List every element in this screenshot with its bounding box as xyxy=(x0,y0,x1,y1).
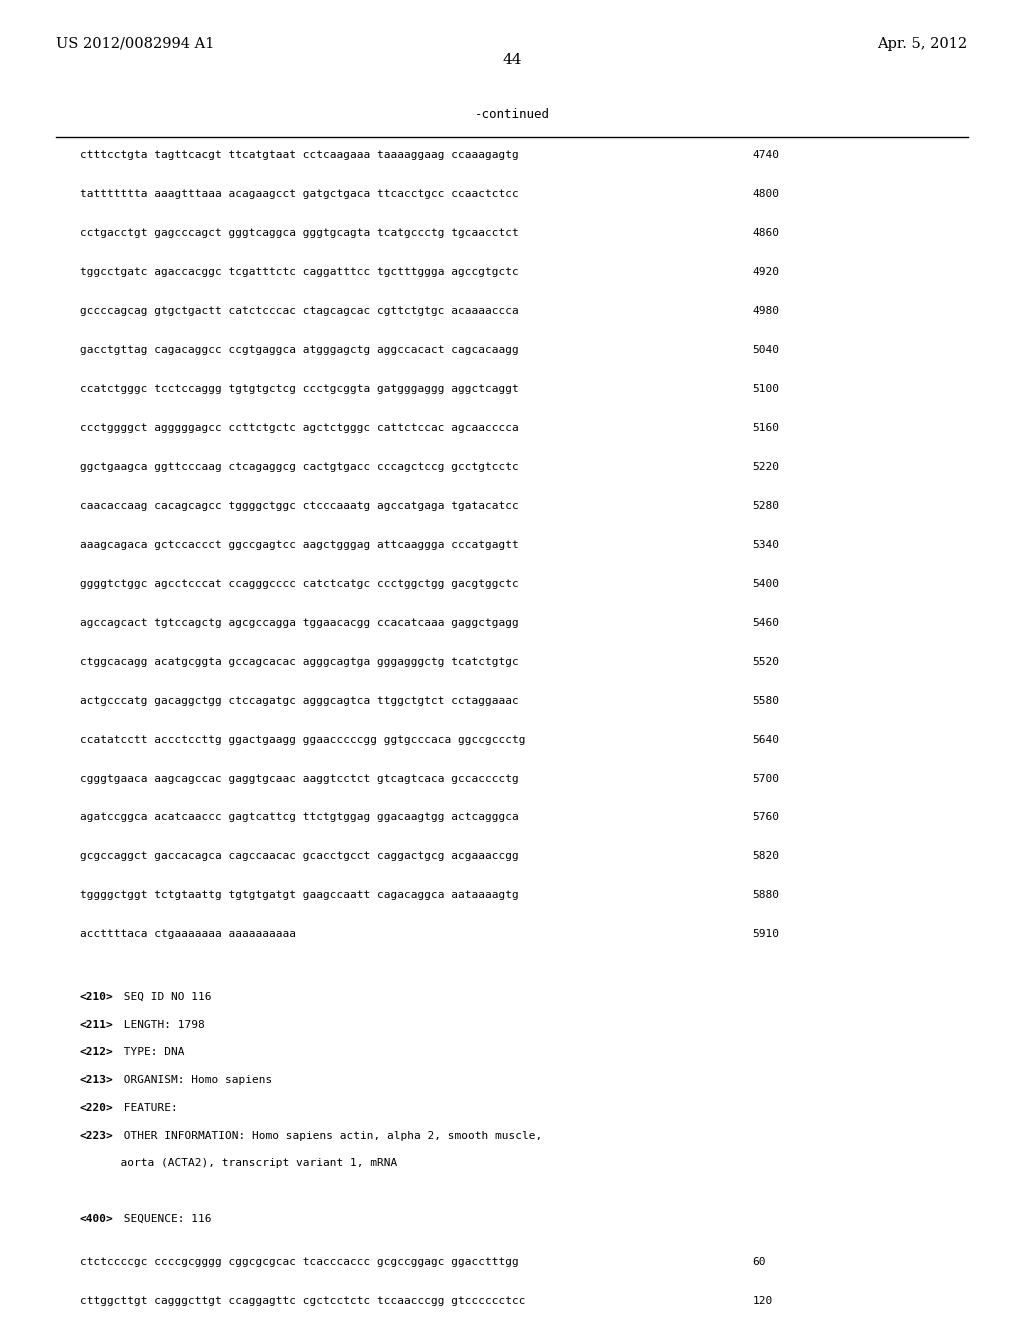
Text: <213>: <213> xyxy=(80,1074,114,1085)
Text: 5460: 5460 xyxy=(753,618,779,628)
Text: cctgacctgt gagcccagct gggtcaggca gggtgcagta tcatgccctg tgcaacctct: cctgacctgt gagcccagct gggtcaggca gggtgca… xyxy=(80,228,518,239)
Text: actgcccatg gacaggctgg ctccagatgc agggcagtca ttggctgtct cctaggaaac: actgcccatg gacaggctgg ctccagatgc agggcag… xyxy=(80,696,518,706)
Text: agccagcact tgtccagctg agcgccagga tggaacacgg ccacatcaaa gaggctgagg: agccagcact tgtccagctg agcgccagga tggaaca… xyxy=(80,618,518,628)
Text: OTHER INFORMATION: Homo sapiens actin, alpha 2, smooth muscle,: OTHER INFORMATION: Homo sapiens actin, a… xyxy=(117,1130,542,1140)
Text: agatccggca acatcaaccc gagtcattcg ttctgtggag ggacaagtgg actcagggca: agatccggca acatcaaccc gagtcattcg ttctgtg… xyxy=(80,812,518,822)
Text: 4740: 4740 xyxy=(753,150,779,161)
Text: ccatctgggc tcctccaggg tgtgtgctcg ccctgcggta gatgggaggg aggctcaggt: ccatctgggc tcctccaggg tgtgtgctcg ccctgcg… xyxy=(80,384,518,395)
Text: 5880: 5880 xyxy=(753,890,779,900)
Text: 5760: 5760 xyxy=(753,812,779,822)
Text: SEQUENCE: 116: SEQUENCE: 116 xyxy=(117,1214,211,1224)
Text: -continued: -continued xyxy=(474,108,550,121)
Text: cttggcttgt cagggcttgt ccaggagttc cgctcctctc tccaacccgg gtcccccctcc: cttggcttgt cagggcttgt ccaggagttc cgctcct… xyxy=(80,1296,525,1307)
Text: 5160: 5160 xyxy=(753,422,779,433)
Text: aaagcagaca gctccaccct ggccgagtcc aagctgggag attcaaggga cccatgagtt: aaagcagaca gctccaccct ggccgagtcc aagctgg… xyxy=(80,540,518,550)
Text: 5100: 5100 xyxy=(753,384,779,395)
Text: tggggctggt tctgtaattg tgtgtgatgt gaagccaatt cagacaggca aataaaagtg: tggggctggt tctgtaattg tgtgtgatgt gaagcca… xyxy=(80,890,518,900)
Text: ggctgaagca ggttcccaag ctcagaggcg cactgtgacc cccagctccg gcctgtcctc: ggctgaagca ggttcccaag ctcagaggcg cactgtg… xyxy=(80,462,518,473)
Text: accttttaca ctgaaaaaaa aaaaaaaaaa: accttttaca ctgaaaaaaa aaaaaaaaaa xyxy=(80,929,296,940)
Text: ctctccccgc ccccgcgggg cggcgcgcac tcacccaccc gcgccggagc ggacctttgg: ctctccccgc ccccgcgggg cggcgcgcac tcaccca… xyxy=(80,1257,518,1267)
Text: 44: 44 xyxy=(502,53,522,67)
Text: tggcctgatc agaccacggc tcgatttctc caggatttcc tgctttggga agccgtgctc: tggcctgatc agaccacggc tcgatttctc caggatt… xyxy=(80,267,518,277)
Text: 5220: 5220 xyxy=(753,462,779,473)
Text: 5910: 5910 xyxy=(753,929,779,940)
Text: 5520: 5520 xyxy=(753,656,779,667)
Text: gcgccaggct gaccacagca cagccaacac gcacctgcct caggactgcg acgaaaccgg: gcgccaggct gaccacagca cagccaacac gcacctg… xyxy=(80,851,518,862)
Text: 5580: 5580 xyxy=(753,696,779,706)
Text: 5700: 5700 xyxy=(753,774,779,784)
Text: tattttttta aaagtttaaa acagaagcct gatgctgaca ttcacctgcc ccaactctcc: tattttttta aaagtttaaa acagaagcct gatgctg… xyxy=(80,189,518,199)
Text: FEATURE:: FEATURE: xyxy=(117,1102,177,1113)
Text: <212>: <212> xyxy=(80,1047,114,1057)
Text: 5640: 5640 xyxy=(753,734,779,744)
Text: 4920: 4920 xyxy=(753,267,779,277)
Text: gacctgttag cagacaggcc ccgtgaggca atgggagctg aggccacact cagcacaagg: gacctgttag cagacaggcc ccgtgaggca atgggag… xyxy=(80,345,518,355)
Text: 5280: 5280 xyxy=(753,500,779,511)
Text: TYPE: DNA: TYPE: DNA xyxy=(117,1047,184,1057)
Text: ggggtctggc agcctcccat ccagggcccc catctcatgc ccctggctgg gacgtggctc: ggggtctggc agcctcccat ccagggcccc catctca… xyxy=(80,578,518,589)
Text: ctggcacagg acatgcggta gccagcacac agggcagtga gggagggctg tcatctgtgc: ctggcacagg acatgcggta gccagcacac agggcag… xyxy=(80,656,518,667)
Text: LENGTH: 1798: LENGTH: 1798 xyxy=(117,1019,205,1030)
Text: 5040: 5040 xyxy=(753,345,779,355)
Text: 4860: 4860 xyxy=(753,228,779,239)
Text: caacaccaag cacagcagcc tggggctggc ctcccaaatg agccatgaga tgatacatcc: caacaccaag cacagcagcc tggggctggc ctcccaa… xyxy=(80,500,518,511)
Text: <220>: <220> xyxy=(80,1102,114,1113)
Text: 120: 120 xyxy=(753,1296,773,1307)
Text: <400>: <400> xyxy=(80,1214,114,1224)
Text: aorta (ACTA2), transcript variant 1, mRNA: aorta (ACTA2), transcript variant 1, mRN… xyxy=(80,1159,397,1168)
Text: ccatatcctt accctccttg ggactgaagg ggaacccccgg ggtgcccaca ggccgccctg: ccatatcctt accctccttg ggactgaagg ggaaccc… xyxy=(80,734,525,744)
Text: <223>: <223> xyxy=(80,1130,114,1140)
Text: SEQ ID NO 116: SEQ ID NO 116 xyxy=(117,993,211,1002)
Text: ORGANISM: Homo sapiens: ORGANISM: Homo sapiens xyxy=(117,1074,272,1085)
Text: 4800: 4800 xyxy=(753,189,779,199)
Text: <210>: <210> xyxy=(80,993,114,1002)
Text: ccctggggct agggggagcc ccttctgctc agctctgggc cattctccac agcaacccca: ccctggggct agggggagcc ccttctgctc agctctg… xyxy=(80,422,518,433)
Text: Apr. 5, 2012: Apr. 5, 2012 xyxy=(878,37,968,51)
Text: 5400: 5400 xyxy=(753,578,779,589)
Text: 5340: 5340 xyxy=(753,540,779,550)
Text: 4980: 4980 xyxy=(753,306,779,317)
Text: <211>: <211> xyxy=(80,1019,114,1030)
Text: gccccagcag gtgctgactt catctcccac ctagcagcac cgttctgtgc acaaaaccca: gccccagcag gtgctgactt catctcccac ctagcag… xyxy=(80,306,518,317)
Text: ctttcctgta tagttcacgt ttcatgtaat cctcaagaaa taaaaggaag ccaaagagtg: ctttcctgta tagttcacgt ttcatgtaat cctcaag… xyxy=(80,150,518,161)
Text: US 2012/0082994 A1: US 2012/0082994 A1 xyxy=(56,37,215,51)
Text: cgggtgaaca aagcagccac gaggtgcaac aaggtcctct gtcagtcaca gccacccctg: cgggtgaaca aagcagccac gaggtgcaac aaggtcc… xyxy=(80,774,518,784)
Text: 60: 60 xyxy=(753,1257,766,1267)
Text: 5820: 5820 xyxy=(753,851,779,862)
